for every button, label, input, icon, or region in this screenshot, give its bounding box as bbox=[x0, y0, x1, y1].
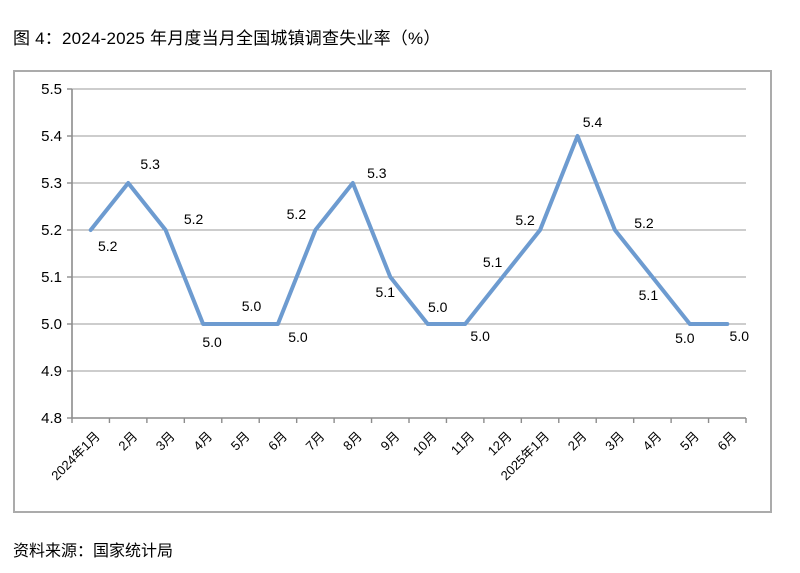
y-tick-label: 5.0 bbox=[41, 316, 62, 333]
series-line bbox=[88, 134, 730, 326]
data-point-label: 5.0 bbox=[730, 328, 750, 344]
data-point-label: 5.0 bbox=[470, 328, 490, 344]
x-tick-label: 12月 bbox=[485, 429, 515, 459]
figure-title: 图 4：2024-2025 年月度当月全国城镇调查失业率（%） bbox=[13, 29, 441, 48]
y-tick-label: 4.8 bbox=[41, 410, 62, 427]
data-point-label: 5.0 bbox=[202, 334, 222, 350]
data-point-label: 5.0 bbox=[242, 298, 262, 314]
data-point-label: 5.2 bbox=[634, 215, 654, 231]
y-tick-label: 5.5 bbox=[41, 81, 62, 98]
y-tick-label: 5.1 bbox=[41, 269, 62, 286]
line-chart-svg: 5.5 5.4 5.3 5.2 5.1 5.0 4.9 4.8 2024年1月 2月 3月 4月 5月 6… bbox=[41, 81, 750, 484]
x-tick-label: 6月 bbox=[265, 429, 290, 454]
data-point-label: 5.3 bbox=[367, 165, 387, 181]
data-point-label: 5.0 bbox=[428, 299, 448, 315]
x-tick-label: 4月 bbox=[190, 429, 215, 454]
data-point-label: 5.2 bbox=[184, 211, 204, 227]
data-point-label: 5.1 bbox=[483, 254, 503, 270]
source-note: 资料来源：国家统计局 bbox=[13, 543, 174, 560]
x-tick-label: 2月 bbox=[115, 429, 140, 454]
y-tick-label: 5.3 bbox=[41, 175, 62, 192]
x-tick-label: 9月 bbox=[377, 429, 402, 454]
x-tick-label: 5月 bbox=[228, 429, 253, 454]
y-tick-label: 5.4 bbox=[41, 128, 62, 145]
data-point-label: 5.1 bbox=[639, 287, 659, 303]
data-point-label: 5.2 bbox=[287, 206, 307, 222]
x-tick-label: 7月 bbox=[303, 429, 328, 454]
data-point-label: 5.2 bbox=[515, 212, 535, 228]
y-tick-label: 5.2 bbox=[41, 222, 62, 239]
data-point-label: 5.1 bbox=[376, 284, 396, 300]
data-point-label: 5.2 bbox=[98, 238, 118, 254]
x-tick-label: 3月 bbox=[153, 429, 178, 454]
y-tick-label: 4.9 bbox=[41, 363, 62, 380]
x-tick-label: 11月 bbox=[448, 429, 477, 458]
x-tick-label: 3月 bbox=[602, 429, 627, 454]
x-tick-label: 2月 bbox=[565, 429, 590, 454]
data-point-label: 5.0 bbox=[288, 329, 308, 345]
x-tick-label: 2024年1月 bbox=[48, 429, 103, 484]
data-point-label: 5.0 bbox=[675, 330, 695, 346]
data-point-label: 5.4 bbox=[583, 114, 603, 130]
x-tick-label: 10月 bbox=[410, 429, 440, 459]
chart-container: 5.5 5.4 5.3 5.2 5.1 5.0 4.9 4.8 2024年1月 2月 3月 4月 5月 6… bbox=[13, 70, 772, 513]
x-tick-label: 4月 bbox=[640, 429, 665, 454]
x-tick-label: 5月 bbox=[677, 429, 702, 454]
data-point-label: 5.3 bbox=[140, 156, 160, 172]
x-tick-label: 8月 bbox=[340, 429, 365, 454]
x-tick-label: 6月 bbox=[714, 429, 739, 454]
